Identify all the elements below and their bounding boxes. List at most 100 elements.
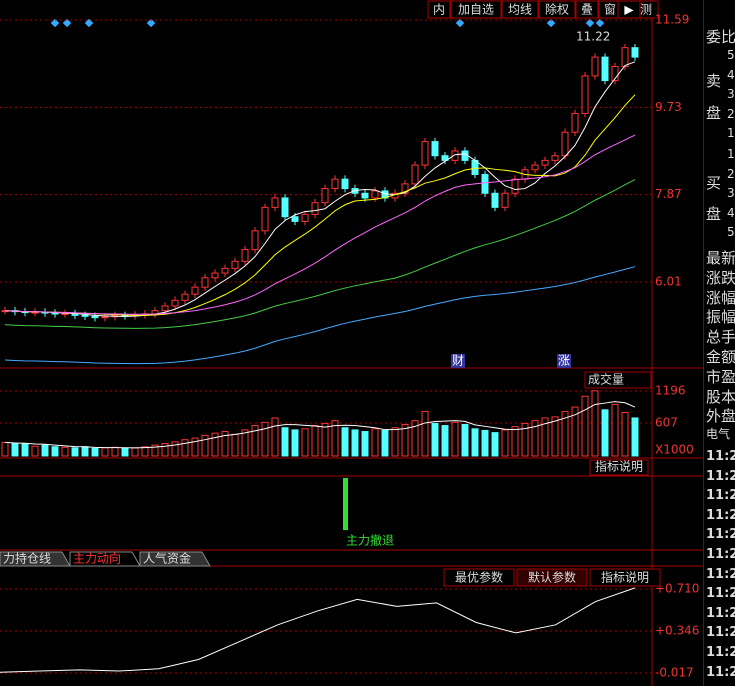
volume-bar [341, 427, 349, 457]
quote-text: 11:2 [706, 645, 735, 660]
tab-label[interactable]: 人气资金 [143, 551, 191, 566]
volume-bar [611, 403, 619, 457]
candle [201, 277, 209, 288]
quote-text: 股本 [706, 387, 735, 406]
toolbar-label[interactable]: 加自选 [458, 3, 494, 17]
quote-text: 电气 [706, 427, 731, 442]
quote-text: 最新 [706, 249, 735, 267]
candle [271, 197, 279, 208]
param-button[interactable] [516, 568, 588, 587]
candle [321, 188, 329, 204]
y-tick-label: 1196 [655, 384, 686, 398]
y-tick-label: 9.73 [655, 100, 682, 114]
candle [261, 206, 269, 232]
moving-average [4, 179, 636, 329]
candle [221, 267, 229, 274]
y-tick-label: 607 [655, 416, 678, 430]
toolbar-button[interactable] [575, 0, 599, 19]
menu-button[interactable] [617, 0, 641, 19]
tab[interactable] [139, 551, 211, 567]
volume-bar [371, 428, 379, 457]
candle [551, 155, 559, 161]
volume-bar [431, 422, 439, 457]
volume-bar [541, 417, 549, 457]
event-marker [50, 18, 60, 28]
quote-text: 市盈 [706, 367, 735, 386]
toolbar-button[interactable] [450, 0, 502, 19]
candle [581, 75, 589, 114]
volume-bar [251, 425, 259, 457]
quote-text: 2 [727, 166, 735, 181]
candle [301, 213, 309, 222]
menu-icon: ▶ [624, 3, 634, 17]
volume-bar [561, 410, 569, 457]
candle [631, 47, 639, 58]
quote-text: 5 [727, 48, 735, 62]
toolbar-label[interactable]: 叠 [581, 3, 593, 17]
candle [411, 164, 419, 185]
toolbar-label[interactable]: 均线 [508, 3, 532, 17]
volume-bar [531, 420, 539, 457]
quote-text: 盘 [706, 205, 722, 223]
volume-bar [361, 431, 369, 457]
param-label[interactable]: 默认参数 [528, 570, 576, 585]
volume-bar [41, 444, 49, 457]
toolbar-label[interactable]: 内 [433, 3, 445, 17]
toolbar-button[interactable] [501, 0, 539, 19]
param-label[interactable]: 指标说明 [601, 570, 649, 585]
quote-text: 4 [727, 205, 735, 220]
candle [431, 141, 439, 157]
tab[interactable] [69, 551, 141, 567]
tab[interactable] [0, 551, 71, 567]
quote-text: 金额 [706, 348, 735, 366]
flow-bar [343, 478, 348, 530]
volume-bar [201, 434, 209, 457]
toolbar-label[interactable]: 除权 [545, 2, 569, 17]
tab-label[interactable]: 主力动向 [73, 551, 121, 566]
param-button[interactable] [443, 568, 515, 587]
volume-bar [261, 421, 269, 457]
quote-text: 11:2 [706, 468, 735, 484]
indicator-select[interactable] [584, 371, 652, 389]
volume-bar [241, 429, 249, 457]
volume-bar [591, 390, 599, 457]
volume-bar [511, 426, 519, 457]
candle [591, 56, 599, 77]
volume-bar [171, 441, 179, 457]
candle [61, 312, 69, 315]
volume-bar [551, 416, 559, 457]
quote-text: 5 [727, 225, 735, 239]
volume-bar [121, 447, 129, 457]
y-tick-label: 7.87 [655, 187, 682, 201]
candle [251, 230, 259, 251]
toolbar-button[interactable] [538, 0, 576, 19]
volume-bar [401, 423, 409, 457]
volume-bar [331, 420, 339, 457]
volume-bar [51, 446, 59, 457]
volume-bar [91, 447, 99, 457]
candle [211, 272, 219, 279]
candle [371, 190, 379, 199]
volume-bar [191, 437, 199, 457]
chart-area: 内加自选均线除权叠窗预测▶11.599.737.876.0111.22财涨119… [0, 0, 703, 686]
param-button[interactable] [589, 568, 661, 587]
indicator-name[interactable]: 成交量 [588, 372, 624, 387]
toolbar-label[interactable]: 窗 [604, 3, 616, 17]
param-label[interactable]: 最优参数 [455, 570, 503, 585]
volume-bar [471, 428, 479, 457]
moving-average [4, 134, 636, 315]
volume-bar [291, 429, 299, 457]
candle [561, 131, 569, 157]
volume-bar [461, 423, 469, 457]
volume-bar [571, 406, 579, 457]
toolbar-button[interactable] [427, 0, 451, 19]
event-marker [455, 18, 465, 28]
quote-text: 11:2 [706, 625, 735, 641]
help-label[interactable]: 指标说明 [595, 459, 643, 474]
candle [451, 150, 459, 161]
volume-bar [181, 439, 189, 457]
tab-label[interactable]: 力持仓线 [3, 551, 51, 566]
quote-text: 总手 [706, 328, 735, 347]
help-button[interactable] [589, 459, 649, 476]
quote-text: 盘 [706, 104, 722, 122]
